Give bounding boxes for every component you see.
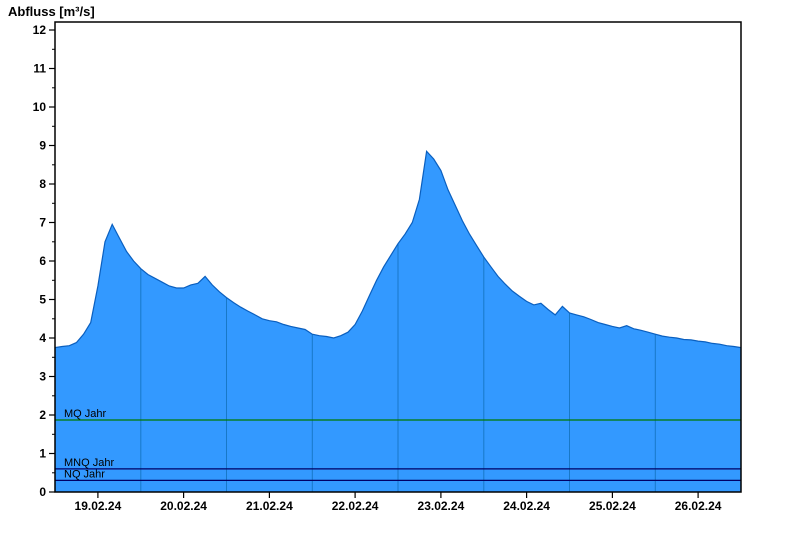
x-tick-label: 22.02.24 bbox=[332, 499, 379, 513]
ref-line-label-1: MNQ Jahr bbox=[64, 457, 114, 469]
y-tick-label: 12 bbox=[33, 23, 47, 37]
y-tick-label: 1 bbox=[39, 447, 46, 461]
y-tick-label: 0 bbox=[39, 485, 46, 499]
y-tick-label: 9 bbox=[39, 139, 46, 153]
y-tick-label: 7 bbox=[39, 216, 46, 230]
ref-line-label-2: NQ Jahr bbox=[64, 468, 105, 480]
x-tick-label: 20.02.24 bbox=[160, 499, 207, 513]
y-tick-label: 6 bbox=[39, 254, 46, 268]
y-tick-label: 8 bbox=[39, 177, 46, 191]
y-tick-label: 10 bbox=[33, 100, 47, 114]
y-tick-label: 2 bbox=[39, 408, 46, 422]
series-outline bbox=[54, 149, 742, 349]
y-tick-label: 11 bbox=[33, 62, 46, 76]
y-tick-label: 3 bbox=[39, 370, 46, 384]
chart-title: Abfluss [m³/s] bbox=[8, 4, 95, 19]
plot-border bbox=[54, 21, 742, 493]
x-tick-label: 24.02.24 bbox=[503, 499, 550, 513]
y-tick-label: 5 bbox=[39, 293, 46, 307]
x-tick-label: 26.02.24 bbox=[675, 499, 722, 513]
y-tick-label: 4 bbox=[39, 331, 46, 345]
x-tick-label: 23.02.24 bbox=[418, 499, 465, 513]
x-tick-label: 21.02.24 bbox=[246, 499, 293, 513]
x-tick-label: 19.02.24 bbox=[75, 499, 122, 513]
ref-line-label-0: MQ Jahr bbox=[64, 408, 107, 420]
x-tick-label: 25.02.24 bbox=[589, 499, 636, 513]
